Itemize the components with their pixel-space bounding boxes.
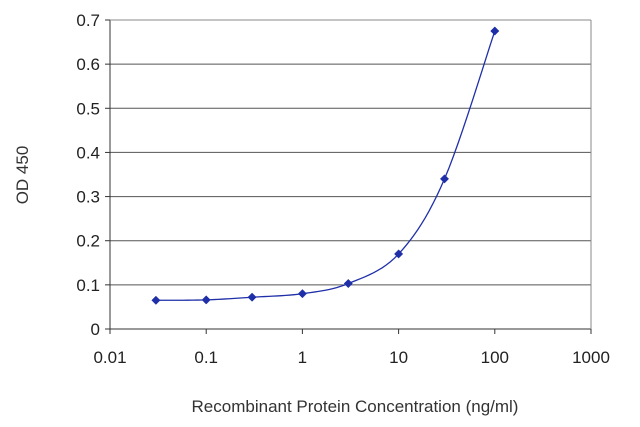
x-tick-label-0: 0.01	[93, 348, 126, 367]
x-tick-label-5: 1000	[572, 348, 610, 367]
x-tick-label-3: 10	[389, 348, 408, 367]
y-tick-label-2: 0.2	[76, 232, 100, 251]
data-points	[151, 26, 500, 305]
y-axis-ticks: 0 0.1 0.2 0.3 0.4 0.5 0.6 0.7	[76, 11, 110, 339]
data-point-3	[297, 289, 307, 299]
x-tick-label-4: 100	[481, 348, 509, 367]
y-axis-title: OD 450	[13, 146, 32, 205]
x-axis-title: Recombinant Protein Concentration (ng/ml…	[192, 397, 519, 416]
data-point-2	[247, 292, 257, 302]
data-point-5	[394, 249, 404, 259]
plot-area	[110, 20, 591, 329]
y-tick-label-3: 0.3	[76, 188, 100, 207]
y-tick-label-1: 0.1	[76, 276, 100, 295]
x-tick-label-1: 0.1	[194, 348, 218, 367]
x-axis-ticks: 0.01 0.1 1 10 100 1000	[93, 329, 610, 367]
y-tick-label-4: 0.4	[76, 143, 100, 162]
series-line	[155, 30, 496, 301]
data-point-6	[439, 174, 450, 184]
data-point-0	[151, 295, 161, 305]
x-tick-label-2: 1	[298, 348, 307, 367]
y-tick-label-0: 0	[91, 320, 100, 339]
y-tick-label-5: 0.5	[76, 99, 100, 118]
data-point-7	[490, 26, 500, 36]
data-point-1	[201, 295, 211, 305]
y-tick-label-6: 0.6	[76, 55, 100, 74]
axes	[109, 19, 592, 330]
y-tick-label-7: 0.7	[76, 11, 100, 30]
data-point-4	[343, 278, 353, 289]
